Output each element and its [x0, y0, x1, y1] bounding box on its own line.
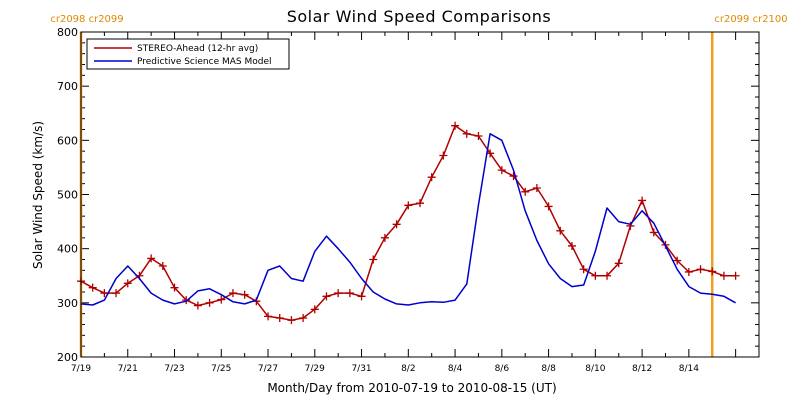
series-stereo-ahead — [77, 121, 740, 325]
series-mas-model — [80, 133, 736, 306]
data-point — [731, 271, 740, 280]
data-point — [264, 312, 273, 321]
carrington-markers — [79, 32, 714, 357]
data-point — [380, 233, 389, 242]
data-point — [228, 289, 237, 298]
data-point — [357, 292, 366, 301]
data-point — [123, 279, 132, 288]
x-tick-label: 8/2 — [401, 364, 415, 374]
x-tick-label: 8/4 — [448, 364, 463, 374]
x-tick-label: 7/23 — [164, 364, 184, 374]
data-point — [673, 256, 682, 265]
data-point — [217, 295, 226, 304]
data-point — [205, 298, 214, 307]
data-point — [451, 121, 460, 130]
data-point — [684, 267, 693, 276]
data-point — [556, 226, 565, 235]
axis-layer: 200 300 400 500 600 700 800 7/19 7/21 7/23 7/25 7/2… — [57, 26, 760, 374]
x-tick-label: 7/25 — [211, 364, 231, 374]
chart-title: Solar Wind Speed Comparisons — [287, 7, 552, 26]
data-point — [708, 267, 717, 276]
data-point — [112, 289, 121, 298]
data-point — [322, 292, 331, 301]
data-point — [427, 173, 436, 182]
data-point — [100, 289, 109, 298]
data-point — [719, 271, 728, 280]
x-tick-label: 8/14 — [679, 364, 699, 374]
data-point — [474, 132, 483, 140]
y-axis-label: Solar Wind Speed (km/s) — [31, 121, 45, 269]
x-tick-label: 7/27 — [258, 364, 278, 374]
x-tick-label: 8/8 — [541, 364, 556, 374]
data-point — [509, 172, 518, 181]
y-tick-label: 300 — [57, 297, 78, 310]
data-point — [147, 254, 156, 263]
data-point — [638, 196, 647, 205]
data-point — [439, 151, 448, 160]
y-tick-label: 800 — [57, 26, 78, 39]
data-point — [579, 265, 588, 274]
data-point — [462, 129, 471, 138]
legend-label-stereo: STEREO-Ahead (12-hr avg) — [137, 44, 258, 54]
data-point — [521, 187, 530, 196]
x-tick-label: 7/29 — [305, 364, 325, 374]
carrington-label-left: cr2098 cr2099 — [50, 14, 123, 25]
x-tick-label: 7/21 — [118, 364, 138, 374]
series-line — [80, 133, 736, 306]
data-point — [544, 202, 553, 211]
data-point — [193, 301, 202, 310]
data-point — [287, 316, 296, 325]
data-point — [603, 271, 612, 280]
data-point — [649, 228, 658, 237]
series-line — [80, 124, 736, 321]
data-point — [170, 283, 179, 292]
data-point — [567, 241, 576, 250]
y-tick-label: 700 — [57, 80, 78, 93]
carrington-label-right: cr2099 cr2100 — [714, 14, 787, 25]
data-point — [275, 314, 284, 322]
data-point — [497, 166, 506, 175]
data-point — [88, 283, 97, 292]
data-point — [299, 314, 308, 322]
x-tick-label: 8/10 — [585, 364, 605, 374]
y-tick-label: 600 — [57, 134, 78, 147]
legend-box — [86, 38, 290, 70]
legend: STEREO-Ahead (12-hr avg) Predictive Scie… — [86, 38, 290, 70]
x-tick-label: 7/19 — [71, 364, 91, 374]
plot-frame — [80, 31, 760, 358]
data-point — [345, 289, 354, 298]
x-tick-label: 8/6 — [495, 364, 510, 374]
data-point — [310, 305, 319, 314]
data-point — [158, 262, 167, 270]
x-axis-label: Month/Day from 2010-07-19 to 2010-08-15 … — [267, 381, 556, 395]
data-point — [334, 289, 343, 298]
y-tick-label: 400 — [57, 243, 78, 256]
y-tick-label: 200 — [57, 351, 78, 364]
y-tick-label: 500 — [57, 189, 78, 202]
data-point — [369, 255, 378, 264]
data-point — [614, 259, 623, 268]
x-tick-label: 8/12 — [632, 364, 652, 374]
series-layer — [77, 121, 740, 325]
x-tick-label: 7/31 — [351, 364, 371, 374]
data-point — [532, 184, 541, 192]
data-point — [404, 201, 413, 210]
data-point — [416, 199, 424, 208]
legend-label-mas-model: Predictive Science MAS Model — [137, 57, 272, 67]
data-point — [392, 220, 401, 229]
data-point — [240, 290, 249, 299]
data-point — [182, 296, 191, 305]
data-point — [696, 265, 705, 274]
data-point — [591, 271, 600, 280]
